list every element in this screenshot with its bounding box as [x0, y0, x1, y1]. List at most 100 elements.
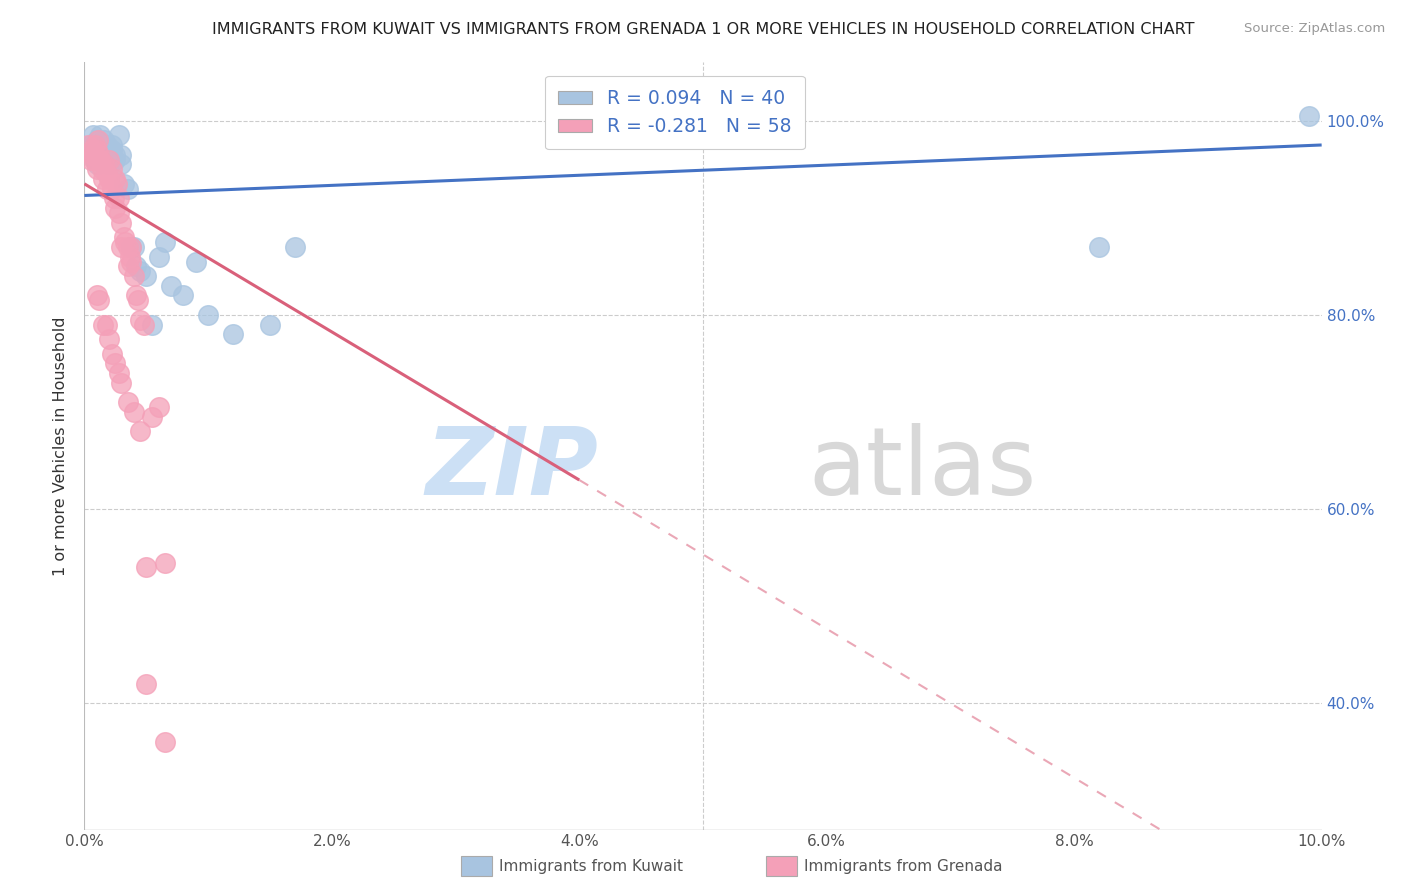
Point — [82, 128, 104, 143]
Point — [110, 216, 132, 230]
Point — [122, 240, 145, 254]
Text: Source: ZipAtlas.com: Source: ZipAtlas.com — [1244, 22, 1385, 36]
Point — [148, 400, 170, 414]
Text: atlas: atlas — [808, 423, 1036, 515]
Text: Immigrants from Grenada: Immigrants from Grenada — [804, 859, 1002, 873]
Point — [135, 560, 157, 574]
Point — [79, 138, 101, 153]
Point — [153, 556, 176, 570]
Point — [91, 318, 114, 332]
Point — [96, 318, 118, 332]
Point — [117, 395, 139, 409]
Point — [148, 250, 170, 264]
Point — [141, 318, 163, 332]
Point — [90, 147, 112, 161]
Point — [89, 138, 111, 153]
Point — [96, 153, 118, 167]
Text: IMMIGRANTS FROM KUWAIT VS IMMIGRANTS FROM GRENADA 1 OR MORE VEHICLES IN HOUSEHOL: IMMIGRANTS FROM KUWAIT VS IMMIGRANTS FRO… — [212, 22, 1194, 37]
Point — [259, 318, 281, 332]
Point — [89, 153, 111, 167]
Point — [104, 356, 127, 370]
Point — [135, 677, 157, 691]
Point — [84, 138, 107, 153]
Point — [112, 177, 135, 191]
Point — [120, 240, 142, 254]
Point — [108, 366, 131, 380]
Point — [77, 138, 100, 153]
Point — [110, 376, 132, 390]
Point — [135, 268, 157, 283]
Text: ZIP: ZIP — [425, 423, 598, 515]
Point — [125, 288, 148, 302]
Point — [87, 133, 110, 147]
Point — [82, 147, 104, 161]
Point — [93, 133, 115, 147]
Point — [89, 128, 111, 143]
Point — [91, 143, 114, 157]
Point — [1298, 109, 1320, 123]
Point — [100, 182, 122, 196]
Point — [83, 143, 105, 157]
Point — [98, 153, 121, 167]
Point — [108, 128, 131, 143]
Point — [197, 308, 219, 322]
Point — [98, 172, 121, 186]
Point — [104, 201, 127, 215]
Point — [120, 250, 142, 264]
Point — [153, 235, 176, 249]
Point — [100, 347, 122, 361]
Point — [86, 162, 108, 177]
Point — [96, 138, 118, 153]
Point — [172, 288, 194, 302]
Point — [104, 172, 127, 186]
Point — [105, 177, 128, 191]
Legend: R = 0.094   N = 40, R = -0.281   N = 58: R = 0.094 N = 40, R = -0.281 N = 58 — [546, 76, 804, 149]
Point — [96, 167, 118, 181]
Point — [132, 318, 155, 332]
Point — [84, 153, 107, 167]
Point — [129, 264, 152, 278]
Point — [110, 240, 132, 254]
Point — [117, 240, 139, 254]
Y-axis label: 1 or more Vehicles in Household: 1 or more Vehicles in Household — [53, 317, 69, 575]
Point — [100, 143, 122, 157]
Point — [160, 278, 183, 293]
Point — [80, 143, 103, 157]
Point — [86, 288, 108, 302]
Point — [110, 157, 132, 171]
Point — [120, 240, 142, 254]
Point — [103, 191, 125, 205]
Point — [86, 133, 108, 147]
Point — [125, 260, 148, 274]
Point — [89, 293, 111, 308]
Point — [91, 172, 114, 186]
Point — [122, 405, 145, 419]
Point — [96, 182, 118, 196]
Point — [108, 206, 131, 220]
Point — [222, 327, 245, 342]
Point — [120, 254, 142, 268]
Point — [104, 153, 127, 167]
Point — [114, 235, 136, 249]
Point — [1088, 240, 1111, 254]
Point — [100, 138, 122, 153]
Point — [90, 162, 112, 177]
Text: Immigrants from Kuwait: Immigrants from Kuwait — [499, 859, 683, 873]
Point — [110, 147, 132, 161]
Point — [100, 162, 122, 177]
Point — [93, 157, 115, 171]
Point — [127, 293, 149, 308]
Point — [284, 240, 307, 254]
Point — [89, 147, 111, 161]
Point — [104, 147, 127, 161]
Point — [129, 425, 152, 439]
Point — [184, 254, 207, 268]
Point — [141, 409, 163, 424]
Point — [108, 191, 131, 205]
Point — [153, 735, 176, 749]
Point — [98, 157, 121, 171]
Point — [86, 157, 108, 171]
Point — [117, 260, 139, 274]
Point — [117, 182, 139, 196]
Point — [83, 153, 105, 167]
